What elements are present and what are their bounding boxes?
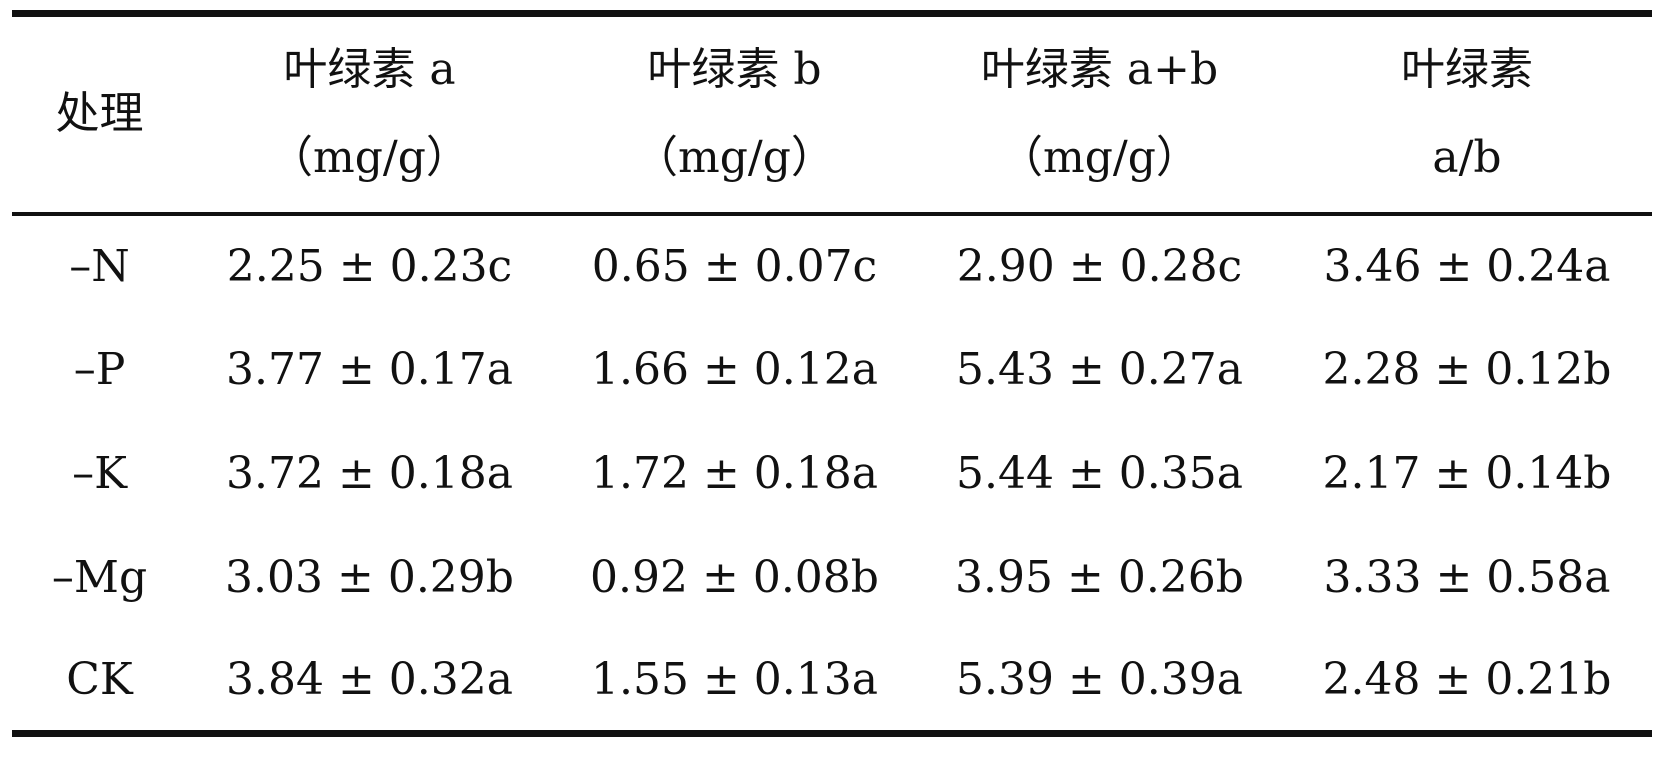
header-chlorophyll-a-plus-b: 叶绿素 a+b （mg/g）: [917, 10, 1282, 216]
header-chlorophyll-ratio-unit: a/b: [1432, 132, 1502, 184]
cell-chlorophyll-a-plus-b: 5.43 ± 0.27a: [955, 344, 1243, 395]
cell-chlorophyll-a: 3.03 ± 0.29b: [225, 552, 514, 603]
cell-chlorophyll-b: 0.92 ± 0.08b: [590, 552, 879, 603]
header-chlorophyll-a: 叶绿素 a （mg/g）: [187, 10, 552, 216]
cell-chlorophyll-b: 1.55 ± 0.13a: [552, 629, 917, 737]
cell-chlorophyll-ratio: 2.28 ± 0.12b: [1322, 344, 1612, 395]
header-chlorophyll-ratio: 叶绿素 a/b: [1282, 10, 1652, 216]
header-chlorophyll-a-plus-b-label: 叶绿素 a+b: [980, 44, 1219, 96]
table-row: –P 3.77 ± 0.17a 1.66 ± 0.12a 5.43 ± 0.27…: [12, 318, 1652, 422]
table-body: –N 2.25 ± 0.23c 0.65 ± 0.07c 2.90 ± 0.28…: [12, 214, 1652, 737]
cell-chlorophyll-a: 3.72 ± 0.18a: [225, 448, 513, 499]
cell-treatment: –Mg: [51, 552, 148, 603]
header-treatment: 处理: [12, 10, 187, 216]
cell-chlorophyll-a-plus-b: 2.90 ± 0.28c: [956, 241, 1243, 292]
cell-chlorophyll-b: 1.72 ± 0.18a: [590, 448, 878, 499]
cell-chlorophyll-b: 1.66 ± 0.12a: [590, 344, 878, 395]
cell-chlorophyll-a-plus-b: 3.95 ± 0.26b: [955, 552, 1244, 603]
cell-chlorophyll-b: 0.65 ± 0.07c: [591, 241, 878, 292]
header-chlorophyll-ratio-label: 叶绿素: [1401, 44, 1533, 96]
cell-chlorophyll-ratio: 3.46 ± 0.24a: [1323, 241, 1611, 292]
header-chlorophyll-a-plus-b-unit: （mg/g）: [999, 132, 1200, 184]
cell-treatment: –K: [72, 448, 127, 499]
table-row: CK 3.84 ± 0.32a 1.55 ± 0.13a 5.39 ± 0.39…: [12, 629, 1652, 737]
header-chlorophyll-b-label: 叶绿素 b: [647, 44, 822, 96]
header-chlorophyll-a-unit: （mg/g）: [269, 132, 470, 184]
cell-chlorophyll-a: 2.25 ± 0.23c: [226, 241, 513, 292]
header-chlorophyll-a-label: 叶绿素 a: [283, 44, 456, 96]
table-row: –K 3.72 ± 0.18a 1.72 ± 0.18a 5.44 ± 0.35…: [12, 422, 1652, 526]
header-row: 处理 叶绿素 a （mg/g） 叶绿素 b （mg/g） 叶绿素 a+b （mg…: [12, 10, 1652, 216]
header-chlorophyll-b: 叶绿素 b （mg/g）: [552, 10, 917, 216]
cell-treatment: –P: [73, 344, 126, 395]
cell-treatment: CK: [12, 629, 187, 737]
table-row: –Mg 3.03 ± 0.29b 0.92 ± 0.08b 3.95 ± 0.2…: [12, 526, 1652, 630]
header-chlorophyll-b-unit: （mg/g）: [634, 132, 835, 184]
cell-chlorophyll-ratio: 2.48 ± 0.21b: [1282, 629, 1652, 737]
table-header: 处理 叶绿素 a （mg/g） 叶绿素 b （mg/g） 叶绿素 a+b （mg…: [12, 10, 1652, 216]
chlorophyll-table: 处理 叶绿素 a （mg/g） 叶绿素 b （mg/g） 叶绿素 a+b （mg…: [12, 10, 1652, 737]
cell-chlorophyll-ratio: 3.33 ± 0.58a: [1323, 552, 1611, 603]
cell-chlorophyll-a: 3.77 ± 0.17a: [225, 344, 513, 395]
cell-chlorophyll-a: 3.84 ± 0.32a: [187, 629, 552, 737]
cell-treatment: –N: [69, 241, 130, 292]
cell-chlorophyll-ratio: 2.17 ± 0.14b: [1322, 448, 1612, 499]
cell-chlorophyll-a-plus-b: 5.44 ± 0.35a: [955, 448, 1243, 499]
chlorophyll-table-container: 处理 叶绿素 a （mg/g） 叶绿素 b （mg/g） 叶绿素 a+b （mg…: [12, 10, 1652, 737]
cell-chlorophyll-a-plus-b: 5.39 ± 0.39a: [917, 629, 1282, 737]
table-row: –N 2.25 ± 0.23c 0.65 ± 0.07c 2.90 ± 0.28…: [12, 214, 1652, 318]
